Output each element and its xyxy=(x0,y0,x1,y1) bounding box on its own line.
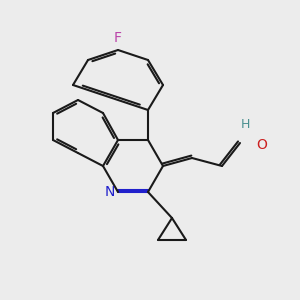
Text: H: H xyxy=(240,118,250,131)
Text: F: F xyxy=(114,31,122,45)
Text: O: O xyxy=(256,138,267,152)
Text: N: N xyxy=(105,185,115,199)
